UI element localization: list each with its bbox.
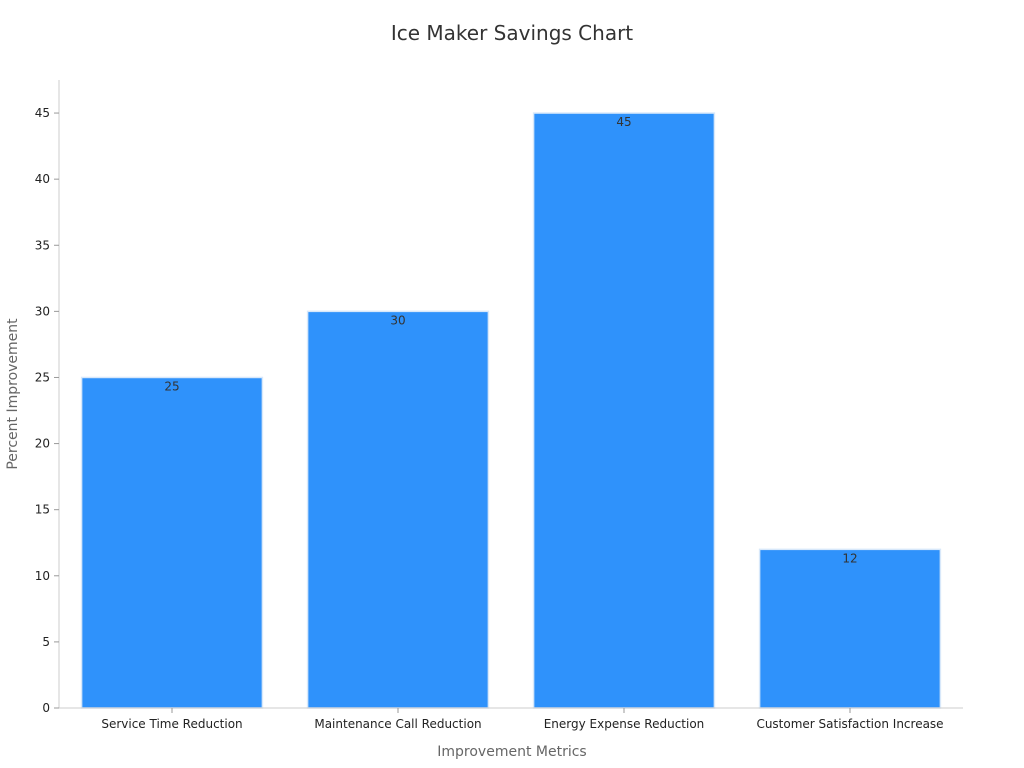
data-label: 45 bbox=[616, 115, 631, 129]
y-tick-label: 10 bbox=[35, 569, 50, 583]
y-axis-label: Percent Improvement bbox=[5, 318, 21, 470]
bar bbox=[80, 376, 264, 709]
bars-layer: 25 30 45 12 bbox=[80, 112, 942, 709]
y-tick-label: 15 bbox=[35, 503, 50, 517]
bar bbox=[758, 548, 942, 709]
y-tick-label: 35 bbox=[35, 238, 50, 252]
y-tick-label: 45 bbox=[35, 106, 50, 120]
bar bbox=[532, 112, 716, 709]
data-label: 12 bbox=[842, 551, 857, 565]
x-tick-label: Service Time Reduction bbox=[101, 717, 242, 731]
chart-title: Ice Maker Savings Chart bbox=[391, 21, 633, 45]
x-axis: Service Time Reduction Maintenance Call R… bbox=[59, 707, 963, 731]
data-label: 30 bbox=[390, 313, 405, 327]
x-axis-label: Improvement Metrics bbox=[437, 744, 586, 760]
y-tick-label: 30 bbox=[35, 304, 50, 318]
y-tick-label: 20 bbox=[35, 437, 50, 451]
y-axis: 0 5 10 15 20 25 30 35 40 45 bbox=[35, 80, 60, 715]
x-tick-label: Energy Expense Reduction bbox=[544, 717, 705, 731]
y-tick-label: 0 bbox=[42, 701, 50, 715]
data-label: 25 bbox=[164, 379, 179, 393]
x-tick-label: Customer Satisfaction Increase bbox=[756, 717, 943, 731]
x-tick-label: Maintenance Call Reduction bbox=[314, 717, 481, 731]
y-tick-label: 40 bbox=[35, 172, 50, 186]
bar bbox=[306, 310, 490, 709]
y-tick-label: 5 bbox=[42, 635, 50, 649]
y-tick-label: 25 bbox=[35, 370, 50, 384]
